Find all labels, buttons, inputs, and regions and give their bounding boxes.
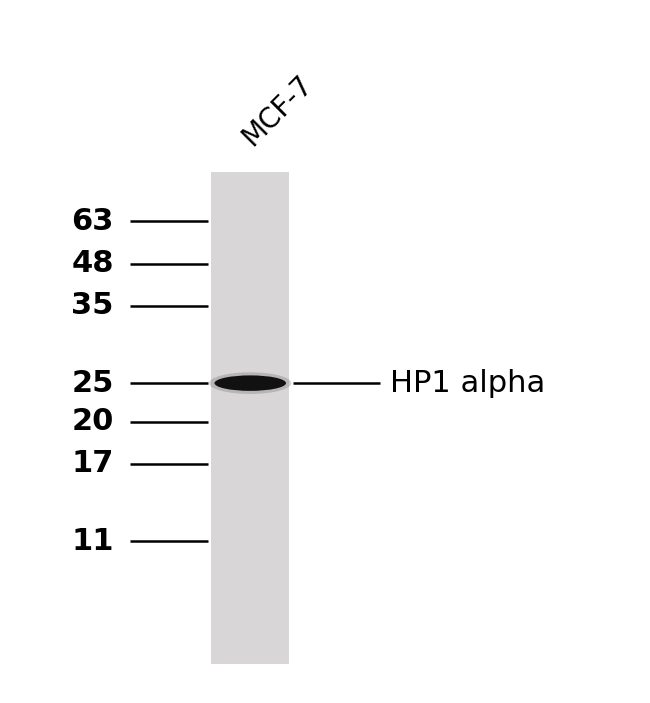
Text: 17: 17 <box>72 449 114 479</box>
Text: 48: 48 <box>72 249 114 278</box>
Text: 63: 63 <box>72 207 114 236</box>
Text: HP1 alpha: HP1 alpha <box>390 368 545 398</box>
Bar <box>211 172 289 664</box>
Ellipse shape <box>214 375 286 391</box>
Text: 35: 35 <box>72 291 114 321</box>
Text: 20: 20 <box>72 407 114 437</box>
Text: 25: 25 <box>72 368 114 398</box>
Text: 11: 11 <box>72 527 114 556</box>
Text: MCF-7: MCF-7 <box>237 70 318 151</box>
Ellipse shape <box>209 373 291 394</box>
